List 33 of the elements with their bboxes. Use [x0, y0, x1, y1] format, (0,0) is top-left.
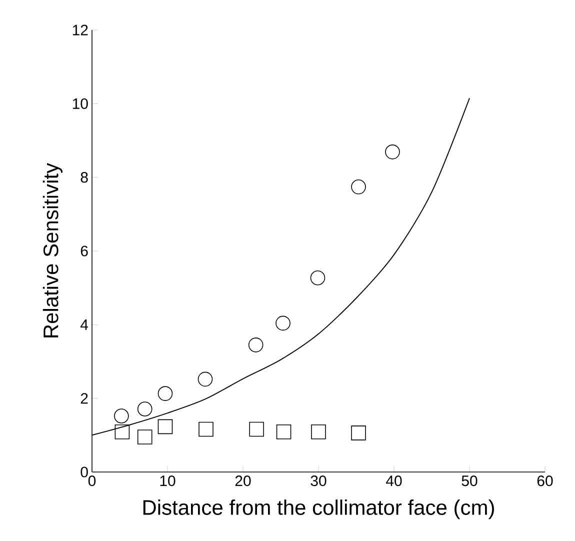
point — [248, 338, 264, 352]
point — [351, 426, 366, 440]
y-axis-title: Relative Sensitivity — [42, 162, 62, 338]
x-tick-label: 60 — [537, 476, 553, 486]
x-tick-label: 40 — [386, 476, 402, 486]
point — [198, 422, 214, 437]
point — [198, 372, 213, 387]
point — [310, 270, 326, 286]
point — [137, 402, 152, 416]
point — [158, 419, 173, 434]
x-tick-label: 0 — [88, 476, 96, 486]
point — [249, 422, 264, 437]
y-tick-label: 12 — [72, 24, 88, 36]
x-tick-label: 30 — [310, 476, 326, 486]
point — [311, 424, 326, 440]
y-tick-label: 4 — [80, 320, 88, 330]
point — [385, 144, 400, 160]
point — [351, 180, 366, 194]
x-tick-label: 20 — [235, 476, 251, 486]
y-tick-label: 10 — [72, 98, 88, 109]
y-tick-label: 8 — [80, 172, 88, 183]
point — [114, 424, 130, 440]
x-tick-label: 10 — [160, 476, 176, 486]
point — [276, 316, 290, 331]
point — [276, 424, 292, 440]
x-axis-title: Distance from the collimator face (cm) — [143, 500, 494, 520]
x-tick-label: 50 — [462, 476, 478, 486]
point — [114, 408, 129, 424]
y-tick-label: 0 — [80, 466, 88, 478]
point — [137, 430, 152, 444]
y-tick-label: 2 — [80, 393, 88, 404]
point — [158, 386, 173, 401]
y-tick-label: 6 — [80, 246, 88, 256]
